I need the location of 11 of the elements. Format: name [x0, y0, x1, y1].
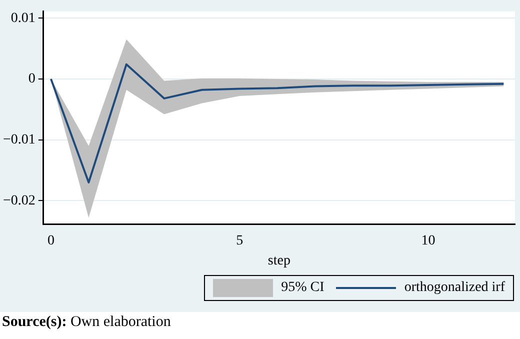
x-tick-label: 10 [421, 233, 436, 248]
y-tick-label: −0.01 [2, 132, 36, 148]
source-note: Source(s): Own elaboration [2, 314, 172, 331]
text: 95% CI [281, 280, 324, 296]
y-tick-label: −0.02 [2, 193, 36, 208]
x-tick-label: 0 [47, 233, 54, 248]
y-tick-label: 0 [28, 72, 36, 87]
y-tick-label: 0.01 [10, 10, 36, 26]
legend-label: orthogonalized irf [404, 280, 505, 295]
x-tick-label: 5 [236, 233, 244, 248]
x-axis-title: step [268, 253, 290, 268]
